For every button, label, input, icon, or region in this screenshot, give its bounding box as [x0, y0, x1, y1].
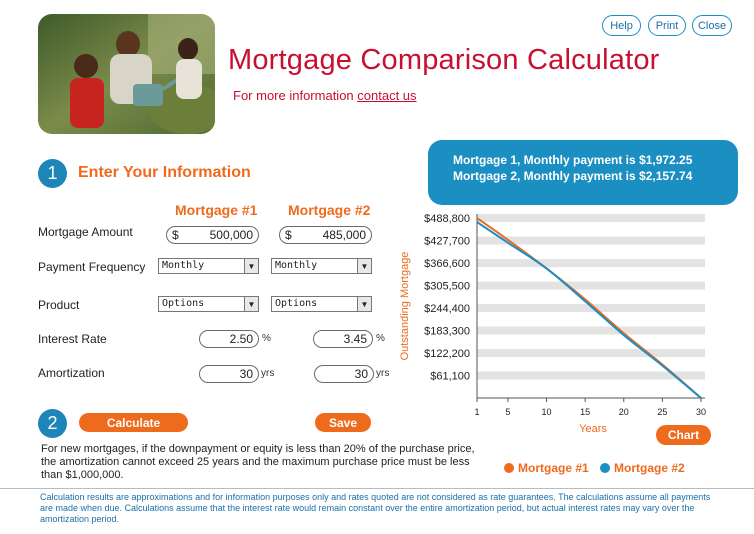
- help-button[interactable]: Help: [602, 15, 641, 36]
- mortgage-1-product-select[interactable]: Options ▼: [158, 296, 259, 312]
- legend-mortgage-2: Mortgage #2: [600, 461, 685, 475]
- legend-mortgage-1: Mortgage #1: [504, 461, 589, 475]
- mortgage-2-frequency-value: Monthly: [275, 260, 318, 271]
- column-header-mortgage-1: Mortgage #1: [175, 202, 258, 218]
- disclaimer-text: Calculation results are approximations a…: [40, 492, 711, 524]
- x-tick-label: 25: [657, 407, 667, 417]
- step-1-badge: 1: [38, 159, 67, 188]
- section-heading-enter-info: Enter Your Information: [78, 164, 251, 181]
- x-tick-label: 10: [542, 407, 552, 417]
- y-tick-label: $305,500: [424, 281, 470, 293]
- grid-band: [477, 259, 705, 268]
- percent-unit: %: [376, 333, 385, 344]
- grid-band: [477, 214, 705, 223]
- save-button[interactable]: Save: [315, 413, 371, 432]
- grid-band: [477, 236, 705, 245]
- y-tick-label: $61,100: [430, 371, 470, 383]
- chart-button[interactable]: Chart: [656, 425, 711, 445]
- mortgage-1-frequency-value: Monthly: [162, 260, 205, 271]
- x-tick-label: 20: [619, 407, 629, 417]
- legend-label-mortgage-2: Mortgage #2: [614, 461, 685, 475]
- results-banner: Mortgage 1, Monthly payment is $1,972.25…: [428, 140, 738, 205]
- years-unit: yrs: [376, 368, 390, 379]
- mortgage-1-product-value: Options: [162, 298, 205, 309]
- y-tick-label: $488,800: [424, 213, 470, 225]
- interest-rate-label: Interest Rate: [38, 332, 107, 346]
- mortgage-2-result: Mortgage 2, Monthly payment is $2,157.74: [453, 169, 693, 183]
- column-header-mortgage-2: Mortgage #2: [288, 202, 371, 218]
- x-tick-label: 30: [696, 407, 706, 417]
- grid-band: [477, 304, 705, 313]
- x-tick-label: 5: [505, 407, 510, 417]
- legend-label-mortgage-1: Mortgage #1: [518, 461, 589, 475]
- payment-frequency-label: Payment Frequency: [38, 260, 146, 274]
- mortgage-1-frequency-select[interactable]: Monthly ▼: [158, 258, 259, 274]
- legend-dot-mortgage-1: [504, 463, 514, 473]
- y-tick-label: $244,400: [424, 303, 470, 315]
- mortgage-2-amount-field[interactable]: $ 485,000: [279, 226, 372, 244]
- mortgage-1-amount-field[interactable]: $ 500,000: [166, 226, 259, 244]
- dropdown-arrow-icon: ▼: [244, 297, 258, 311]
- currency-symbol: $: [172, 228, 179, 242]
- y-tick-label: $183,300: [424, 326, 470, 338]
- product-label: Product: [38, 298, 80, 312]
- step-2-badge: 2: [38, 409, 67, 438]
- mortgage-2-rate-value: 3.45: [343, 332, 367, 346]
- calculate-button[interactable]: Calculate: [79, 413, 188, 432]
- currency-symbol: $: [285, 228, 292, 242]
- more-info-prefix: For more information: [233, 88, 358, 103]
- mortgage-2-amortization-value: 30: [354, 367, 368, 381]
- dropdown-arrow-icon: ▼: [357, 259, 371, 273]
- more-info-text: For more information contact us: [233, 88, 417, 103]
- mortgage-1-rate-value: 2.50: [229, 332, 253, 346]
- series-line-mortgage-2: [476, 221, 702, 399]
- mortgage-1-amortization-value: 30: [239, 367, 253, 381]
- legend-dot-mortgage-2: [600, 463, 610, 473]
- y-tick-label: $366,600: [424, 258, 470, 270]
- mortgage-1-rate-field[interactable]: 2.50: [199, 330, 259, 348]
- mortgage-amount-label: Mortgage Amount: [38, 225, 133, 239]
- grid-band: [477, 371, 705, 380]
- contact-us-link[interactable]: contact us: [357, 88, 417, 103]
- mortgage-2-amount-value: 485,000: [322, 228, 366, 242]
- downpayment-note: For new mortgages, if the downpayment or…: [41, 443, 475, 481]
- percent-unit: %: [262, 333, 271, 344]
- y-axis-title: Outstanding Mortgage: [399, 252, 411, 361]
- y-tick-label: $427,700: [424, 236, 470, 248]
- x-tick-label: 15: [580, 407, 590, 417]
- mortgage-2-product-select[interactable]: Options ▼: [271, 296, 372, 312]
- balance-chart: $488,800 $427,700 $366,600 $305,500 $244,400…: [395, 210, 715, 442]
- x-tick-label: 1: [474, 407, 479, 417]
- footer-divider: [0, 488, 754, 489]
- mortgage-2-product-value: Options: [275, 298, 318, 309]
- mortgage-2-amortization-field[interactable]: 30: [314, 365, 374, 383]
- balance-chart-svg: $488,800 $427,700 $366,600 $305,500 $244,400…: [399, 213, 706, 435]
- close-button[interactable]: Close: [692, 15, 732, 36]
- grid-band: [477, 281, 705, 290]
- y-tick-label: $122,200: [424, 348, 470, 360]
- grid-band: [477, 349, 705, 358]
- print-button[interactable]: Print: [648, 15, 686, 36]
- mortgage-1-result: Mortgage 1, Monthly payment is $1,972.25: [453, 153, 693, 167]
- mortgage-1-amortization-field[interactable]: 30: [199, 365, 259, 383]
- years-unit: yrs: [261, 368, 275, 379]
- page-title: Mortgage Comparison Calculator: [228, 44, 660, 76]
- x-axis-title: Years: [579, 423, 607, 435]
- dropdown-arrow-icon: ▼: [244, 259, 258, 273]
- family-photo: [38, 14, 215, 134]
- dropdown-arrow-icon: ▼: [357, 297, 371, 311]
- grid-band: [477, 326, 705, 335]
- amortization-label: Amortization: [38, 366, 105, 380]
- mortgage-2-frequency-select[interactable]: Monthly ▼: [271, 258, 372, 274]
- mortgage-2-rate-field[interactable]: 3.45: [313, 330, 373, 348]
- mortgage-1-amount-value: 500,000: [209, 228, 253, 242]
